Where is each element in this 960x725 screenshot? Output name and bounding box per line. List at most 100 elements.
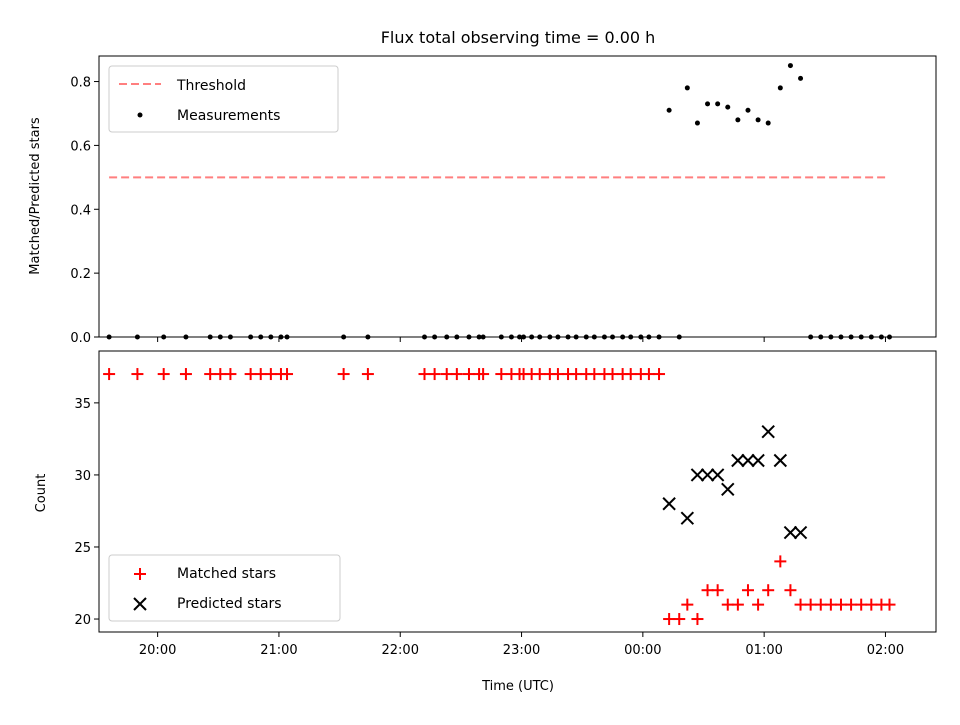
bottom-plot-area: 20 25 30 35 20:00 21:00 22:00 23:00 00:00 01:00 02…: [74, 350, 937, 658]
matched-star-point: [131, 368, 144, 381]
measurement-point: [610, 334, 616, 340]
measurement-point: [555, 334, 561, 340]
measurement-point: [278, 334, 284, 340]
matched-star-point: [570, 368, 583, 381]
matched-star-point: [361, 368, 374, 381]
measurement-point: [694, 120, 700, 126]
legend-matched-swatch: [134, 568, 146, 580]
bottom-y-axis-label: Count: [34, 474, 49, 513]
matched-star-point: [721, 598, 734, 611]
matched-star-point: [281, 368, 294, 381]
predicted-star-stroke-b: [741, 453, 755, 468]
measurement-point: [573, 334, 579, 340]
matched-star-point: [774, 555, 787, 568]
measurement-point: [106, 334, 112, 340]
measurement-point: [818, 334, 824, 340]
matched-star-point: [642, 368, 655, 381]
predicted-star-stroke-b: [700, 468, 715, 482]
measurement-point: [341, 334, 347, 340]
matched-star-point: [462, 368, 475, 381]
measurement-point: [828, 334, 834, 340]
matched-star-point: [244, 368, 257, 381]
bottom-y-tick-label: 20: [74, 613, 91, 628]
measurement-point: [498, 334, 504, 340]
measurement-point: [268, 334, 274, 340]
top-y-tick-label: 0.0: [70, 331, 91, 346]
measurement-point: [848, 334, 854, 340]
measurement-point: [765, 120, 771, 126]
bottom-legend: Matched stars Predicted stars: [108, 554, 341, 622]
measurement-point: [868, 334, 874, 340]
matched-star-point: [691, 613, 704, 626]
matched-star-point: [711, 584, 724, 597]
measurement-point: [838, 334, 844, 340]
matched-star-point: [254, 368, 267, 381]
matched-star-point: [450, 368, 463, 381]
matched-star-point: [804, 598, 817, 611]
matched-star-point: [681, 598, 694, 611]
matched-star-point: [551, 368, 564, 381]
bottom-legend-box: [108, 554, 341, 622]
measurement-point: [454, 334, 460, 340]
predicted-star-stroke-b: [793, 525, 808, 540]
bottom-axes-frame: [98, 350, 937, 633]
measurement-point: [583, 334, 589, 340]
top-legend-box: [108, 65, 339, 133]
matched-star-point: [533, 368, 546, 381]
predicted-star-point: [773, 453, 788, 468]
measurement-point: [480, 334, 486, 340]
predicted-star-point: [731, 453, 745, 468]
measurement-point: [646, 334, 652, 340]
measurement-point: [466, 334, 472, 340]
matched-star-point: [855, 598, 868, 611]
top-y-axis-label: Matched/Predicted stars: [28, 117, 43, 275]
bottom-y-tick-label: 30: [74, 469, 91, 484]
measurement-point: [432, 334, 438, 340]
measurement-point: [134, 334, 140, 340]
top-marks: [106, 63, 892, 340]
predicted-star-stroke-b: [773, 453, 788, 468]
top-y-tick-label: 0.4: [70, 203, 91, 218]
measurement-point: [808, 334, 814, 340]
measurement-point: [620, 334, 626, 340]
measurement-point: [217, 334, 223, 340]
matched-star-point: [214, 368, 227, 381]
matched-star-point: [653, 368, 666, 381]
matched-star-point: [588, 368, 601, 381]
x-tick-label: 23:00: [503, 643, 540, 658]
measurement-point: [517, 334, 523, 340]
x-tick-label: 01:00: [745, 643, 782, 658]
measurement-point: [601, 334, 607, 340]
measurement-point: [725, 104, 731, 110]
matched-star-point: [865, 598, 878, 611]
legend-predicted-label: Predicted stars: [177, 596, 282, 612]
measurement-point: [887, 334, 892, 340]
top-plot-area: 0.0 0.2 0.4 0.6 0.8: [70, 55, 937, 346]
predicted-star-stroke-b: [662, 497, 676, 511]
matched-star-point: [477, 368, 490, 381]
matched-star-point: [741, 584, 754, 597]
measurement-point: [183, 334, 189, 340]
matched-star-point: [663, 613, 676, 626]
x-tick-label: 02:00: [867, 643, 904, 658]
matched-star-point: [794, 598, 807, 611]
predicted-star-point: [783, 525, 798, 540]
predicted-star-point: [761, 424, 775, 439]
measurement-point: [777, 85, 783, 91]
matched-star-point: [834, 598, 847, 611]
top-y-tick-label: 0.8: [70, 76, 91, 91]
measurement-point: [565, 334, 571, 340]
matched-star-point: [845, 598, 858, 611]
bottom-y-tick-label: 35: [74, 397, 91, 412]
predicted-star-stroke-b: [761, 424, 775, 439]
matched-star-point: [731, 598, 744, 611]
predicted-star-point: [793, 525, 808, 540]
matched-star-point: [624, 368, 637, 381]
matched-star-point: [440, 368, 453, 381]
measurement-point: [365, 334, 371, 340]
top-y-tick-label: 0.2: [70, 267, 91, 282]
legend-measurements-swatch: [137, 112, 143, 118]
predicted-star-stroke-b: [731, 453, 745, 468]
predicted-star-point: [700, 468, 715, 482]
